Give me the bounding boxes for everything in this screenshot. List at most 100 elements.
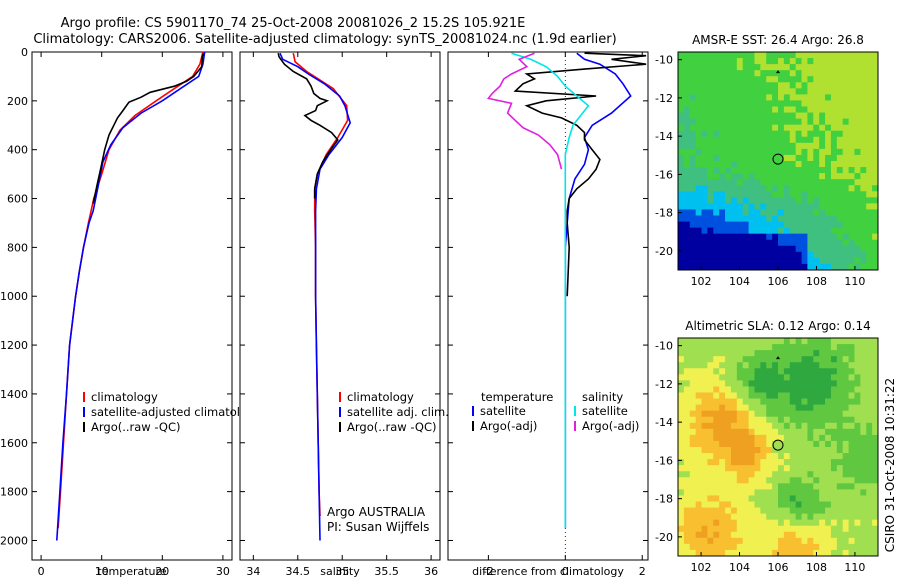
map-cell — [807, 434, 814, 442]
map-cell — [707, 380, 714, 387]
map-cell — [772, 185, 779, 192]
map-cell — [783, 233, 791, 241]
map-cell — [848, 507, 855, 515]
map-cell — [754, 344, 761, 351]
map-cell — [748, 112, 755, 120]
map-cell — [872, 513, 879, 521]
map-cell — [707, 525, 714, 533]
map-cell — [795, 251, 802, 259]
map-cell — [866, 245, 873, 253]
map-cell — [736, 154, 744, 162]
map-cell — [766, 239, 773, 247]
map-cell — [689, 124, 697, 132]
map-cell — [830, 489, 838, 496]
map-cell — [830, 495, 838, 502]
map-cell — [748, 459, 755, 466]
map-cell — [860, 136, 867, 144]
map-cell — [754, 338, 761, 345]
map-cell — [854, 142, 861, 150]
map-cell — [742, 191, 749, 198]
map-cell — [683, 471, 691, 478]
map-cell — [725, 191, 732, 198]
map-cell — [872, 215, 879, 222]
x-tick-label: 108 — [806, 275, 827, 288]
map-cell — [830, 362, 838, 369]
map-cell — [760, 142, 767, 150]
map-cell — [836, 483, 844, 490]
map-cell — [683, 447, 691, 454]
map-cell — [695, 513, 702, 521]
map-cell — [789, 465, 797, 472]
map-cell — [872, 428, 879, 436]
map-cell — [807, 227, 814, 235]
map-cell — [772, 64, 779, 71]
map-cell — [772, 197, 779, 204]
map-cell — [754, 356, 761, 363]
map-cell — [772, 245, 779, 253]
map-cell — [678, 374, 685, 381]
map-cell — [842, 203, 849, 210]
map-cell — [860, 483, 867, 490]
map-cell — [795, 428, 802, 436]
map-cell — [730, 124, 738, 132]
map-cell — [713, 221, 720, 229]
map-cell — [713, 356, 720, 363]
map-cell — [742, 380, 749, 387]
map-cell — [807, 106, 814, 113]
map-cell — [783, 148, 791, 156]
map-cell — [748, 167, 755, 174]
map-cell — [836, 465, 844, 472]
map-cell — [695, 386, 702, 393]
map-cell — [766, 209, 773, 216]
map-cell — [813, 100, 820, 107]
map-cell — [719, 185, 726, 192]
map-cell — [783, 70, 791, 77]
map-cell — [789, 161, 797, 168]
map-cell — [872, 549, 879, 557]
map-cell — [789, 483, 797, 490]
map-cell — [678, 76, 685, 83]
map-cell — [760, 537, 767, 545]
map-cell — [713, 185, 720, 192]
map-cell — [819, 404, 826, 412]
map-cell — [778, 221, 785, 229]
map-cell — [772, 440, 779, 448]
map-cell — [736, 173, 744, 180]
map-cell — [748, 501, 755, 508]
map-cell — [830, 531, 838, 539]
y-tick-label: 1200 — [0, 339, 28, 352]
map-cell — [778, 52, 785, 59]
map-cell — [813, 124, 820, 132]
map-cell — [701, 76, 708, 83]
map-cell — [848, 215, 855, 222]
profile-location-marker — [772, 153, 784, 165]
map-cell — [783, 374, 791, 381]
map-cell — [813, 82, 820, 89]
map-cell — [689, 447, 697, 454]
map-cell — [830, 136, 838, 144]
map-cell — [789, 106, 797, 113]
map-cell — [848, 519, 855, 527]
map-cell — [707, 112, 714, 120]
map-cell — [866, 471, 873, 478]
legend-entry: satellite — [480, 404, 526, 418]
map-cell — [683, 549, 691, 557]
map-cell — [860, 525, 867, 533]
map-cell — [713, 374, 720, 381]
map-cell — [866, 362, 873, 369]
map-cell — [725, 477, 732, 484]
map-cell — [766, 130, 773, 138]
map-cell — [783, 519, 791, 527]
map-cell — [866, 465, 873, 472]
map-cell — [678, 368, 685, 375]
map-cell — [825, 173, 832, 180]
map-cell — [742, 94, 749, 101]
map-cell — [695, 507, 702, 515]
map-cell — [713, 440, 720, 448]
map-cell — [842, 471, 849, 478]
map-cell — [789, 338, 797, 345]
map-cell — [813, 453, 820, 460]
map-cell — [760, 471, 767, 478]
map-cell — [730, 386, 738, 393]
map-cell — [707, 338, 714, 345]
